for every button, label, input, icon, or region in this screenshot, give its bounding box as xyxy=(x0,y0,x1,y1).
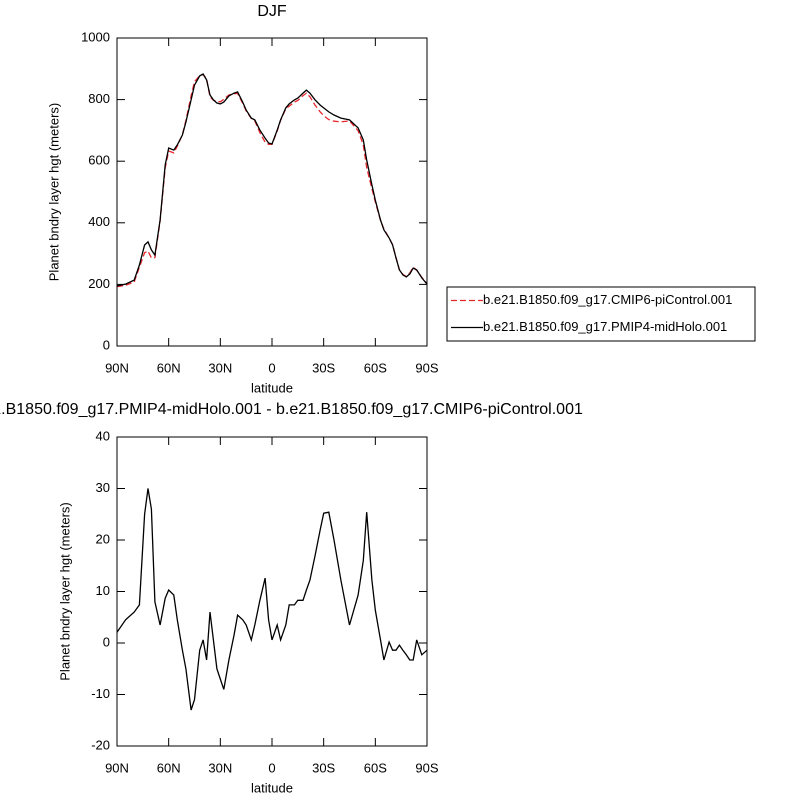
data-line xyxy=(116,488,428,711)
x-tick-label: 30S xyxy=(312,760,335,775)
y-tick-label: 0 xyxy=(103,337,110,352)
plot-frame xyxy=(116,37,428,347)
x-tick-label: 60S xyxy=(364,760,387,775)
y-tick-label: 800 xyxy=(88,91,110,106)
x-tick-label: 30N xyxy=(208,360,232,375)
chart-title: b.e21.B1850.f09_g17.PMIP4-midHolo.001 - … xyxy=(0,401,583,418)
y-tick-label: 40 xyxy=(96,428,110,443)
x-tick-label: 0 xyxy=(268,360,275,375)
y-axis-label: Planet bndry layer hgt (meters) xyxy=(57,502,72,680)
y-tick-label: 30 xyxy=(96,480,110,495)
y-tick-label: 0 xyxy=(103,634,110,649)
legend-label: b.e21.B1850.f09_g17.PMIP4-midHolo.001 xyxy=(483,319,727,334)
x-tick-label: 60N xyxy=(157,760,181,775)
y-axis-label: Planet bndry layer hgt (meters) xyxy=(46,103,61,281)
x-tick-label: 90N xyxy=(105,360,129,375)
y-tick-label: 400 xyxy=(88,214,110,229)
x-tick-label: 0 xyxy=(268,760,275,775)
x-tick-label: 90N xyxy=(105,760,129,775)
x-tick-label: 90S xyxy=(415,760,438,775)
y-tick-label: 600 xyxy=(88,153,110,168)
x-tick-label: 90S xyxy=(415,360,438,375)
x-tick-label: 30S xyxy=(312,360,335,375)
plot-frame xyxy=(116,436,428,747)
y-tick-label: 200 xyxy=(88,276,110,291)
chart-title: DJF xyxy=(257,3,287,20)
x-tick-label: 60N xyxy=(157,360,181,375)
x-axis-label: latitude xyxy=(251,380,293,395)
data-line xyxy=(116,73,428,287)
y-tick-label: -20 xyxy=(91,737,110,752)
x-tick-label: 60S xyxy=(364,360,387,375)
x-tick-label: 30N xyxy=(208,760,232,775)
y-tick-label: 10 xyxy=(96,583,110,598)
y-tick-label: 1000 xyxy=(81,29,110,44)
y-tick-label: 20 xyxy=(96,531,110,546)
legend-box xyxy=(446,286,756,342)
legend-label: b.e21.B1850.f09_g17.CMIP6-piControl.001 xyxy=(483,292,732,307)
x-axis-label: latitude xyxy=(251,780,293,795)
y-tick-label: -10 xyxy=(91,686,110,701)
